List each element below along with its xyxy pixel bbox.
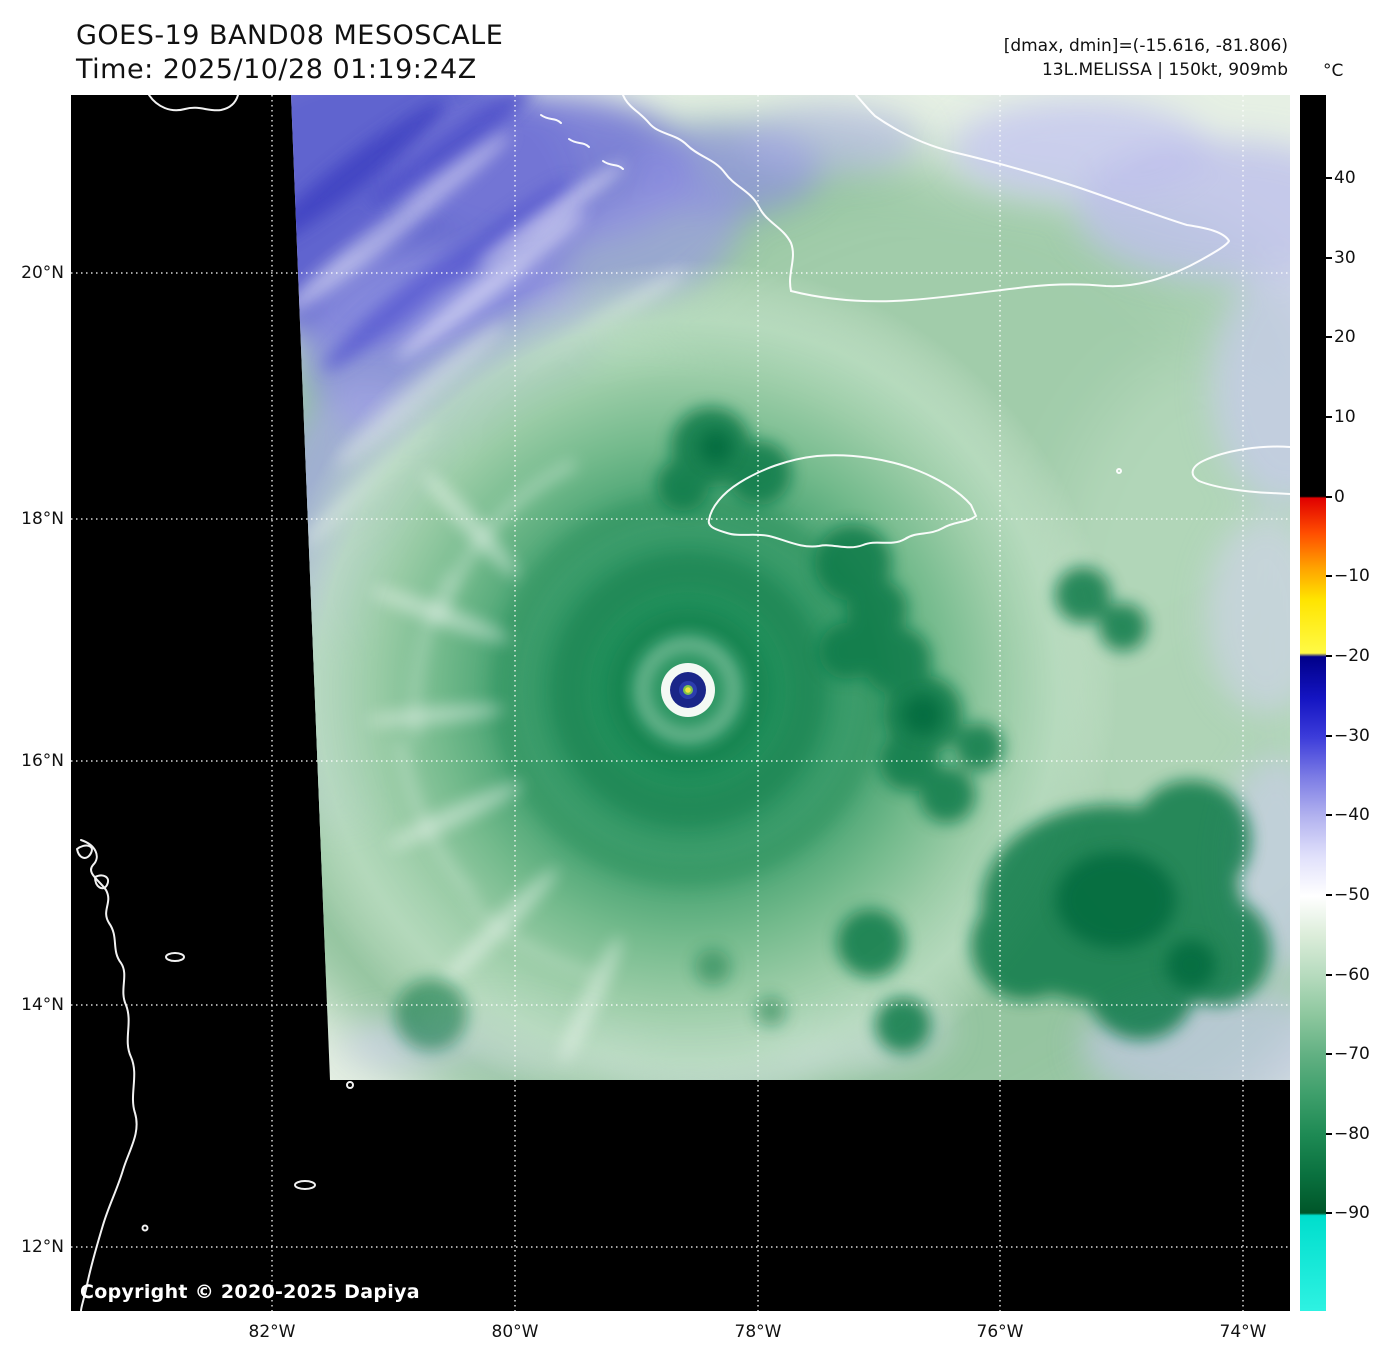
colorbar-tick-label: 30 — [1326, 248, 1386, 268]
cuba-cays — [540, 114, 624, 170]
cuba-gulf-coastline — [622, 95, 794, 292]
central-america-coastline — [80, 839, 138, 1311]
copyright-notice: Copyright © 2020-2025 Dapiya — [80, 1281, 420, 1303]
range-info: [dmax, dmin]=(-15.616, -81.806) — [1003, 36, 1288, 56]
jamaica-coastline — [707, 454, 977, 549]
colorbar-tick-label: 20 — [1326, 327, 1386, 347]
lon-label: 80°W — [491, 1322, 539, 1342]
navassa-island — [1116, 468, 1122, 474]
lat-label: 16°N — [21, 751, 64, 771]
colorbar-tick-label: −20 — [1326, 646, 1386, 666]
colorbar-tick-label: −40 — [1326, 805, 1386, 825]
header-right: [dmax, dmin]=(-15.616, -81.806) 13L.MELI… — [1004, 34, 1288, 82]
lat-label: 14°N — [21, 995, 64, 1015]
lon-label: 78°W — [734, 1322, 782, 1342]
lat-label: 18°N — [21, 509, 64, 529]
graticule — [71, 95, 1290, 1311]
colorbar-tick-label: 40 — [1326, 168, 1386, 188]
satellite-imagery — [71, 95, 1290, 1311]
colorbar-tick-label: −30 — [1326, 726, 1386, 746]
isle-of-youth-coastline — [148, 95, 239, 112]
lagoon-outline — [76, 844, 109, 890]
temperature-colorbar — [1300, 95, 1326, 1311]
product-title: GOES-19 BAND08 MESOSCALE — [76, 20, 504, 51]
colorbar-unit: °C — [1323, 61, 1344, 81]
hurricane-eye — [661, 663, 715, 717]
cuba-coastline — [790, 95, 1230, 303]
lon-label: 82°W — [248, 1322, 296, 1342]
lon-label: 74°W — [1219, 1322, 1267, 1342]
lon-label: 76°W — [976, 1322, 1024, 1342]
colorbar-tick-label: −60 — [1326, 965, 1386, 985]
satellite-data-sector — [291, 95, 1290, 1080]
map-canvas: Copyright © 2020-2025 Dapiya — [71, 95, 1290, 1311]
hispaniola-coastline — [1191, 445, 1290, 495]
lat-label: 12°N — [21, 1237, 64, 1257]
colorbar-tick-label: −50 — [1326, 885, 1386, 905]
small-islands — [141, 952, 354, 1232]
colorbar-tick-label: 0 — [1326, 487, 1386, 507]
lat-label: 20°N — [21, 263, 64, 283]
colorbar-tick-label: −70 — [1326, 1044, 1386, 1064]
timestamp: Time: 2025/10/28 01:19:24Z — [76, 54, 477, 85]
storm-info: 13L.MELISSA | 150kt, 909mb — [1041, 60, 1288, 80]
colorbar-tick-label: −80 — [1326, 1124, 1386, 1144]
colorbar-tick-label: 10 — [1326, 407, 1386, 427]
colorbar-tick-label: −10 — [1326, 566, 1386, 586]
colorbar-tick-label: −90 — [1326, 1203, 1386, 1223]
